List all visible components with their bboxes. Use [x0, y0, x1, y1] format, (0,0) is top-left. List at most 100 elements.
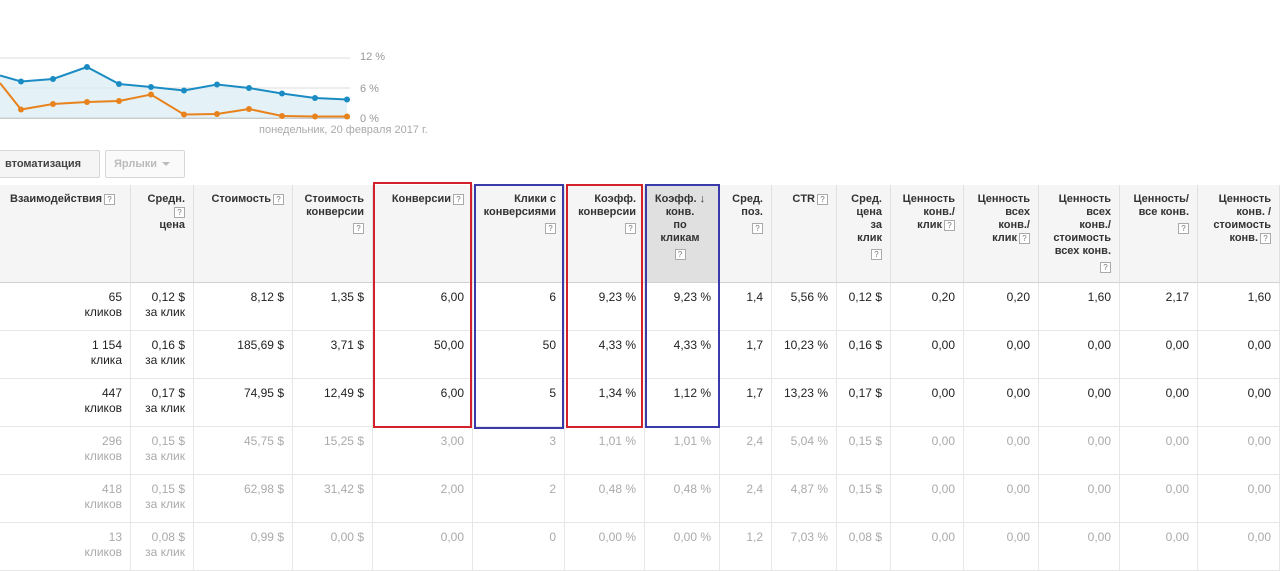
column-header-converted-clicks[interactable]: Клики с конверсиями?: [473, 185, 565, 283]
column-header-conversion-rate[interactable]: Коэфф. конверсии?: [565, 185, 645, 283]
column-header-cost[interactable]: Стоимость?: [194, 185, 293, 283]
column-header-cost-per-conversion[interactable]: Стоимость конверсии?: [293, 185, 373, 283]
automation-dropdown[interactable]: втоматизация: [0, 150, 100, 193]
labels-dropdown[interactable]: Ярлыки: [105, 150, 185, 178]
cell-value: 0,00: [1247, 338, 1271, 352]
cell-value: 1 154: [91, 338, 122, 352]
column-header-avg-cpc[interactable]: Сред. цена за клик?: [837, 185, 891, 283]
column-header-value-per-all-conv[interactable]: Ценность/все конв.?: [1120, 185, 1198, 283]
data-point[interactable]: [214, 111, 220, 117]
table-cell-ctr: 4,87 %: [772, 475, 837, 523]
cell-value: 50: [542, 338, 556, 352]
labels-label: Ярлыки: [114, 158, 158, 170]
automation-label: втоматизация: [5, 158, 82, 170]
column-header-conv-value-per-click[interactable]: Ценность конв./клик?: [891, 185, 964, 283]
data-point[interactable]: [344, 96, 350, 103]
help-icon[interactable]: ?: [1019, 232, 1030, 244]
column-header-interactions[interactable]: Взаимодействия?: [0, 185, 131, 283]
table-cell-avg-cpc: 0,15 $: [837, 475, 891, 523]
cell-value: за клик: [145, 449, 185, 463]
table-cell-ctr: 10,23 %: [772, 331, 837, 379]
y-tick-label: 0 %: [360, 113, 379, 125]
data-point[interactable]: [181, 111, 187, 118]
data-point[interactable]: [18, 78, 24, 85]
cell-value: 0,00: [1087, 434, 1111, 448]
column-header-label: всех: [1086, 206, 1111, 218]
table-cell-value-per-all-conv: 0,00: [1120, 427, 1198, 475]
column-header-label: Ценность: [1058, 193, 1111, 205]
help-icon[interactable]: ?: [752, 222, 763, 234]
help-icon[interactable]: ?: [1178, 222, 1189, 234]
cell-value: 0,00 $: [330, 530, 364, 544]
column-header-conversions[interactable]: Конверсии?: [373, 185, 473, 283]
column-header-label: цена: [856, 206, 882, 218]
cell-value: 0,15 $: [151, 434, 185, 448]
help-icon[interactable]: ?: [625, 222, 636, 234]
data-point[interactable]: [148, 91, 154, 98]
help-icon[interactable]: ?: [353, 222, 364, 234]
help-icon[interactable]: ?: [871, 248, 882, 260]
help-icon[interactable]: ?: [273, 193, 284, 205]
data-point[interactable]: [116, 98, 122, 104]
data-point[interactable]: [18, 106, 24, 113]
help-icon[interactable]: ?: [1260, 232, 1271, 244]
column-header-label: Ценность: [977, 193, 1030, 205]
column-header-avg-price[interactable]: Средн.? цена: [131, 185, 194, 283]
data-point[interactable]: [279, 113, 285, 119]
cell-value: 0,48 %: [673, 482, 711, 496]
data-point[interactable]: [246, 106, 252, 112]
cell-value: 0,00: [1247, 482, 1271, 496]
column-header-click-conversion-rate[interactable]: Коэфф. ↓ конв. по кликам?: [645, 185, 720, 283]
table-cell-cost: 62,98 $: [194, 475, 293, 523]
table-cell-converted-clicks: 50: [473, 331, 565, 379]
data-point[interactable]: [214, 81, 220, 88]
data-point[interactable]: [344, 113, 350, 120]
column-header-conv-value-per-cost[interactable]: Ценность конв. / стоимость конв.?: [1198, 185, 1280, 283]
data-point[interactable]: [148, 84, 154, 90]
help-icon[interactable]: ?: [453, 193, 464, 205]
data-point[interactable]: [84, 64, 90, 70]
data-point[interactable]: [84, 99, 90, 105]
data-point[interactable]: [312, 113, 318, 120]
help-icon[interactable]: ?: [674, 248, 686, 260]
table-cell-all-conv-value-per-cost: 0,00: [1039, 379, 1120, 427]
table-cell-conversion-rate: 1,34 %: [565, 379, 645, 427]
table-cell-click-conversion-rate: 0,00 %: [645, 523, 720, 571]
column-header-label: конверсии: [306, 206, 364, 218]
help-icon[interactable]: ?: [1100, 261, 1111, 273]
column-header-label: Ценность: [1218, 193, 1271, 205]
column-header-all-conv-value-per-click[interactable]: Ценность всех конв./клик?: [964, 185, 1039, 283]
help-icon[interactable]: ?: [174, 206, 185, 218]
help-icon[interactable]: ?: [944, 219, 955, 231]
column-header-label: цена: [159, 219, 185, 231]
column-header-ctr[interactable]: CTR?: [772, 185, 837, 283]
table-cell-converted-clicks: 2: [473, 475, 565, 523]
help-icon[interactable]: ?: [104, 193, 116, 205]
help-icon[interactable]: ?: [545, 222, 556, 234]
cell-value: 0,00: [1006, 434, 1030, 448]
data-point[interactable]: [50, 76, 56, 82]
data-point[interactable]: [246, 85, 252, 91]
cell-value: 2,00: [440, 482, 464, 496]
cell-value: за клик: [145, 401, 185, 415]
cell-value: 1,12 %: [673, 386, 711, 400]
data-point[interactable]: [181, 87, 187, 94]
series-line: [0, 82, 347, 118]
column-header-all-conv-value-per-cost[interactable]: Ценность всех конв./стоимость всех конв.?: [1039, 185, 1120, 283]
column-header-avg-position[interactable]: Сред. поз.?: [720, 185, 772, 283]
data-point[interactable]: [279, 90, 285, 97]
table-cell-all-conv-value-per-cost: 0,00: [1039, 427, 1120, 475]
help-icon[interactable]: ?: [817, 193, 828, 205]
cell-value: 0,20: [1006, 290, 1030, 304]
data-point[interactable]: [312, 95, 318, 101]
column-header-label: клик: [917, 219, 942, 231]
column-header-label: Стоимость: [211, 193, 271, 205]
table-cell-cost: 185,69 $: [194, 331, 293, 379]
cell-value: 0,16 $: [151, 338, 185, 352]
cell-value: 0,00: [1087, 338, 1111, 352]
table-cell-conversion-rate: 1,01 %: [565, 427, 645, 475]
table-cell-avg-position: 2,4: [720, 475, 772, 523]
data-point[interactable]: [116, 81, 122, 87]
data-point[interactable]: [50, 101, 56, 107]
table-cell-converted-clicks: 0: [473, 523, 565, 571]
